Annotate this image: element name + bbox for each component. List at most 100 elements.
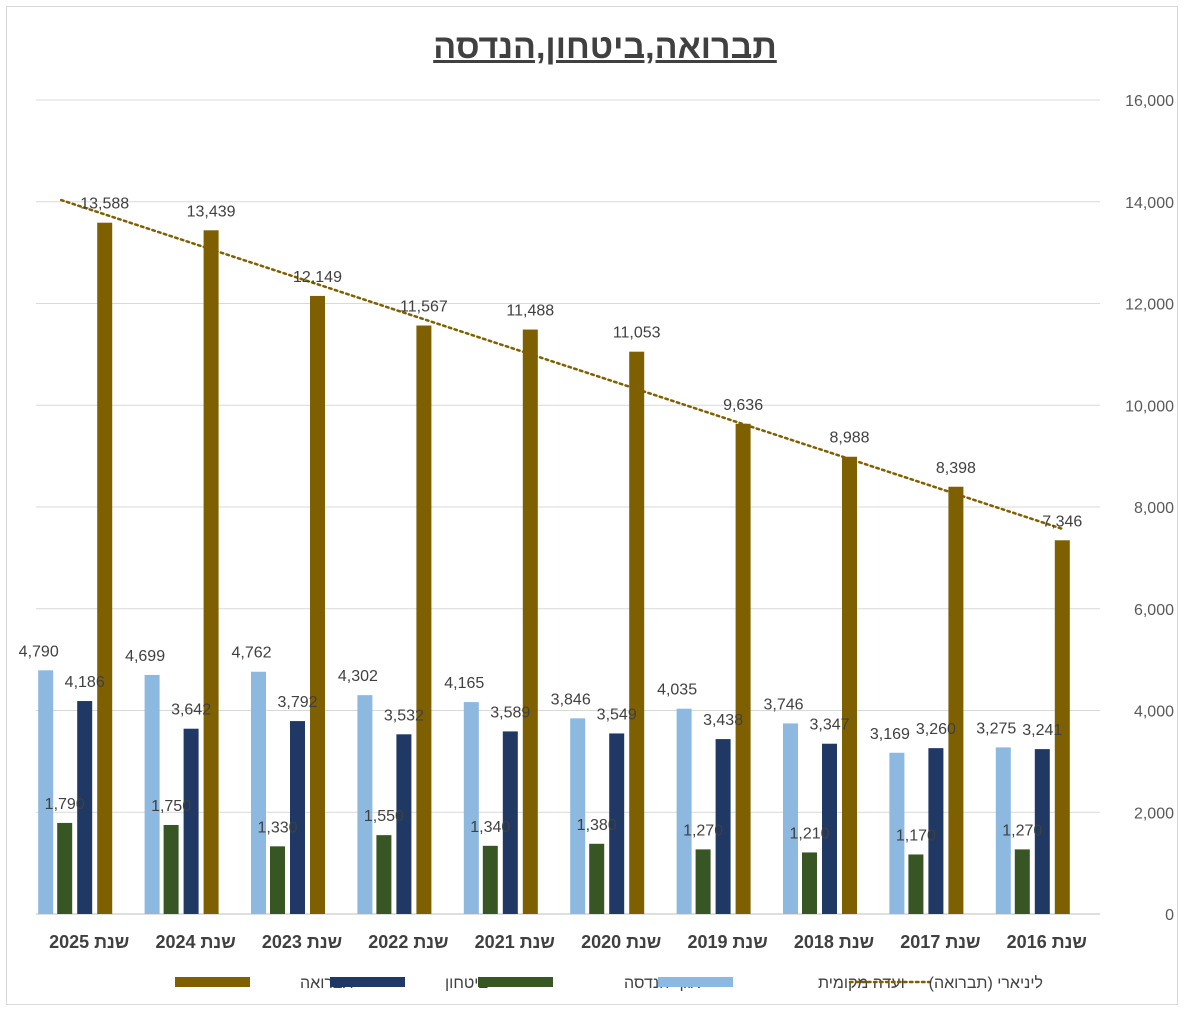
legend-label: ועדה מקומית <box>818 975 905 992</box>
bar <box>357 695 373 914</box>
data-label: 3,549 <box>597 706 637 723</box>
y-axis-ticks: 0 2,000 4,000 6,000 8,000 10,000 12,000 14,000 1… <box>1125 93 1174 924</box>
data-label: 3,642 <box>171 702 211 719</box>
x-tick-label: שנת 2016 <box>1007 932 1087 952</box>
x-tick-label: שנת 2017 <box>900 932 980 952</box>
bar <box>695 849 711 914</box>
y-tick-label: 0 <box>1165 907 1174 924</box>
y-tick-label: 2,000 <box>1134 805 1174 822</box>
bar <box>802 852 817 914</box>
bar <box>396 734 412 914</box>
bar <box>735 423 751 914</box>
x-tick-label: שנת 2022 <box>368 932 448 952</box>
y-tick-label: 8,000 <box>1134 500 1174 517</box>
legend-swatch <box>330 977 405 987</box>
data-label: 9,636 <box>723 397 763 414</box>
data-label: 3,589 <box>490 704 530 721</box>
data-label: 4,790 <box>19 643 59 660</box>
bar <box>948 486 964 914</box>
x-tick-label: שנת 2023 <box>262 932 342 952</box>
data-label: 3,438 <box>703 712 743 729</box>
legend-swatch <box>658 977 733 987</box>
bar <box>589 843 605 914</box>
bar <box>251 671 266 914</box>
data-label: 3,846 <box>551 691 591 708</box>
bar <box>463 702 479 914</box>
bar <box>928 748 944 914</box>
bar <box>97 222 113 914</box>
bar <box>1054 540 1070 914</box>
x-tick-label: שנת 2018 <box>794 932 874 952</box>
legend-swatch <box>175 977 250 987</box>
bar <box>822 743 837 914</box>
bar <box>676 708 692 914</box>
trendline-group <box>59 198 1065 531</box>
data-label: 1,380 <box>577 817 617 834</box>
bars <box>38 222 1070 915</box>
bar <box>270 846 285 914</box>
bar <box>57 822 73 914</box>
data-label: 8,398 <box>936 460 976 477</box>
data-label: 1,550 <box>364 808 404 825</box>
data-label: 12,149 <box>293 269 342 286</box>
data-label: 1,340 <box>470 819 510 836</box>
x-tick-label: שנת 2020 <box>581 932 661 952</box>
x-tick-label: שנת 2021 <box>475 932 555 952</box>
bar <box>570 718 586 914</box>
data-label: 1,170 <box>896 827 936 844</box>
data-label: 4,035 <box>657 682 697 699</box>
bar <box>203 230 219 914</box>
data-label: 1,750 <box>151 798 191 815</box>
bar <box>995 747 1011 914</box>
data-label: 4,165 <box>444 675 484 692</box>
y-tick-label: 6,000 <box>1134 602 1174 619</box>
data-label: 1,270 <box>1002 822 1042 839</box>
x-tick-label: שנת 2025 <box>49 932 129 952</box>
legend-label: ביטחון <box>445 975 488 992</box>
bar <box>629 351 645 915</box>
data-label: 3,260 <box>916 721 956 738</box>
chart-title: תברואה,ביטחון,הנדסה <box>433 28 777 66</box>
data-label: 1,210 <box>789 825 829 842</box>
bar <box>482 845 498 914</box>
data-label: 11,488 <box>506 303 554 320</box>
data-label: 4,699 <box>125 648 165 665</box>
x-tick-label: שנת 2019 <box>687 932 767 952</box>
legend-label: ליניארי (תברואה) <box>929 974 1043 992</box>
bar <box>842 456 857 914</box>
data-label: 3,241 <box>1022 722 1062 739</box>
data-label: 1,270 <box>683 822 723 839</box>
x-axis-ticks: שנת 2025 שנת 2024 שנת 2023 שנת 2022 שנת 2021… <box>49 932 1087 952</box>
data-label: 3,347 <box>809 717 849 734</box>
data-label: 3,275 <box>976 720 1016 737</box>
data-label: 8,988 <box>829 430 869 447</box>
data-label: 13,588 <box>80 196 129 213</box>
bar <box>163 824 179 914</box>
data-label: 4,762 <box>231 645 271 662</box>
bar <box>310 295 325 914</box>
y-tick-label: 16,000 <box>1125 93 1174 110</box>
data-label: 1,330 <box>257 819 297 836</box>
bar <box>715 739 731 914</box>
data-label: 3,532 <box>384 707 424 724</box>
trendline <box>59 198 1065 531</box>
data-label: 11,053 <box>613 325 661 342</box>
data-label: 13,439 <box>187 203 236 220</box>
data-label: 3,169 <box>870 726 910 743</box>
y-tick-label: 12,000 <box>1125 297 1174 314</box>
bar <box>38 670 54 914</box>
data-label: 4,302 <box>338 668 378 685</box>
chart-frame <box>6 6 1178 1005</box>
bar <box>889 752 905 914</box>
y-tick-label: 4,000 <box>1134 704 1174 721</box>
bar <box>522 329 538 915</box>
bar <box>416 325 432 914</box>
bar <box>376 835 392 914</box>
bar <box>502 731 518 914</box>
bar <box>783 723 798 914</box>
data-labels: 4,790 4,699 4,762 4,302 4,165 3,846 4,035 3,746… <box>19 196 1083 845</box>
legend-swatch <box>478 977 553 987</box>
data-label: 7,346 <box>1042 513 1082 530</box>
